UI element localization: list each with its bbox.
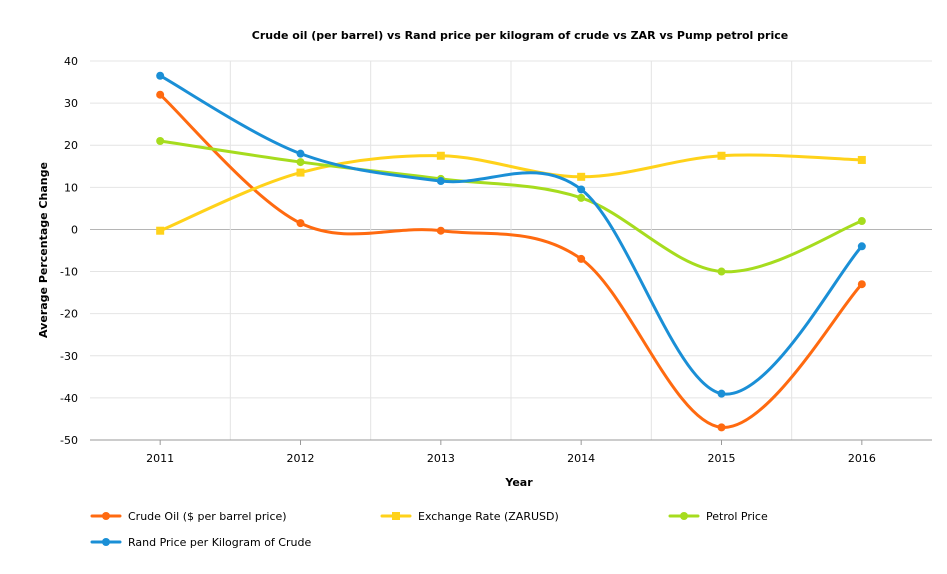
- y-tick-label: -10: [60, 266, 78, 279]
- legend-marker: [102, 538, 110, 546]
- legend-item: Rand Price per Kilogram of Crude: [90, 536, 311, 549]
- y-tick-label: 40: [64, 55, 78, 68]
- data-point: [857, 217, 866, 226]
- legend-label: Crude Oil ($ per barrel price): [128, 510, 287, 523]
- data-point: [436, 177, 445, 186]
- x-tick-label: 2012: [287, 452, 315, 465]
- legend-item: Crude Oil ($ per barrel price): [90, 510, 287, 523]
- data-point: [717, 151, 726, 160]
- legend-item: Exchange Rate (ZARUSD): [380, 510, 559, 523]
- series-line-1: [158, 93, 864, 429]
- data-point: [296, 219, 305, 228]
- x-tick-label: 2011: [146, 452, 174, 465]
- legend-label: Petrol Price: [706, 510, 768, 523]
- y-tick-label: 0: [71, 223, 78, 236]
- data-point: [156, 137, 165, 146]
- chart-title: Crude oil (per barrel) vs Rand price per…: [252, 29, 788, 42]
- data-point: [577, 254, 586, 263]
- data-point: [296, 158, 305, 167]
- legend-marker: [680, 512, 688, 520]
- y-tick-label: -30: [60, 350, 78, 363]
- data-point: [857, 155, 866, 164]
- y-tick-label: -20: [60, 308, 78, 321]
- y-tick-label: 10: [64, 181, 78, 194]
- x-tick-label: 2015: [708, 452, 736, 465]
- data-point: [577, 185, 586, 194]
- series-line-4: [158, 74, 864, 396]
- data-point: [577, 172, 586, 181]
- data-point: [156, 71, 165, 80]
- series-markers: [156, 71, 866, 432]
- x-tick-label: 2013: [427, 452, 455, 465]
- data-point: [717, 423, 726, 432]
- data-point: [857, 280, 866, 289]
- x-axis-title: Year: [504, 476, 533, 489]
- y-tick-label: 30: [64, 97, 78, 110]
- grid: [90, 60, 932, 440]
- y-tick-label: -40: [60, 392, 78, 405]
- data-point: [717, 389, 726, 398]
- data-point: [857, 242, 866, 251]
- y-tick-label: 20: [64, 139, 78, 152]
- series-line-3: [158, 139, 864, 274]
- axes: 40 30 20 10 0 -10 -20 -30 -40 -50 2011 2012 2013 2014…: [60, 55, 932, 465]
- data-point: [296, 149, 305, 158]
- data-point: [436, 226, 445, 235]
- data-point: [296, 168, 305, 177]
- legend: Crude Oil ($ per barrel price) Exchange R…: [90, 510, 768, 549]
- x-tick-label: 2014: [567, 452, 595, 465]
- legend-label: Rand Price per Kilogram of Crude: [128, 536, 311, 549]
- series-lines: [158, 74, 864, 429]
- data-point: [577, 193, 586, 202]
- legend-label: Exchange Rate (ZARUSD): [418, 510, 559, 523]
- data-point: [717, 267, 726, 276]
- x-tick-label: 2016: [848, 452, 876, 465]
- legend-item: Petrol Price: [668, 510, 768, 523]
- series-line-2: [158, 153, 864, 233]
- y-tick-label: -50: [60, 434, 78, 447]
- legend-marker: [392, 512, 400, 520]
- y-axis-title: Average Percentage Change: [37, 162, 50, 338]
- data-point: [156, 226, 165, 235]
- data-point: [156, 90, 165, 99]
- legend-marker: [102, 512, 110, 520]
- data-point: [436, 151, 445, 160]
